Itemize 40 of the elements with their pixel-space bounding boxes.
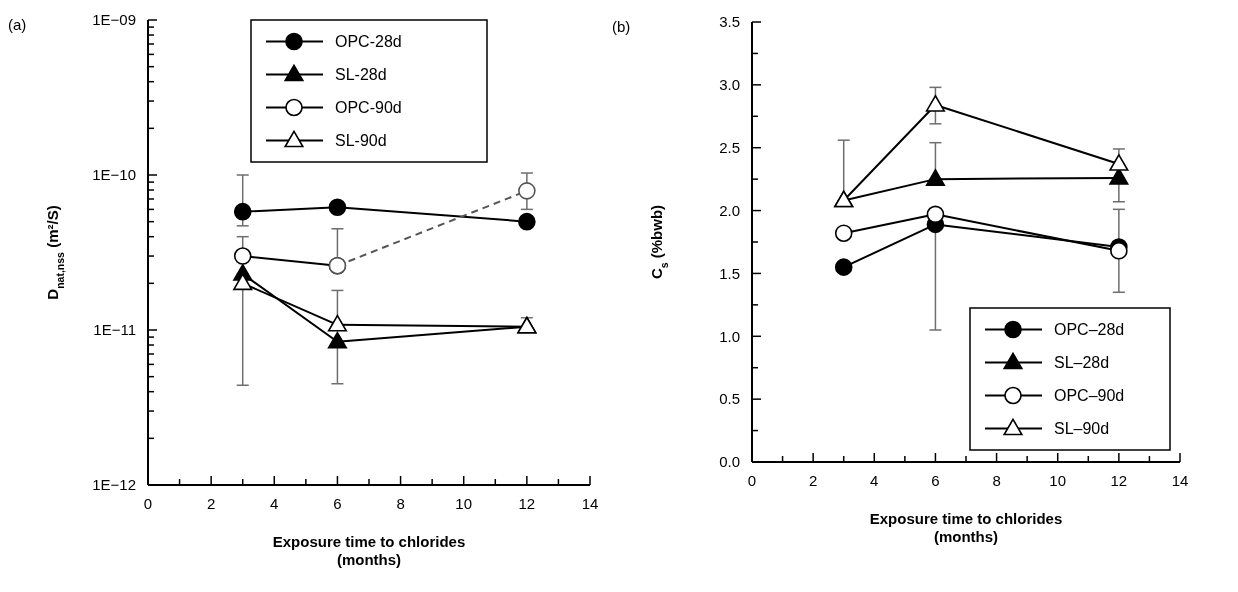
x-tick-label: 8 xyxy=(992,472,1001,489)
legend-label: OPC–28d xyxy=(1054,321,1125,339)
y-tick-label: 3.0 xyxy=(719,76,740,94)
text: (a) xyxy=(8,16,27,34)
legend-label: OPC–90d xyxy=(1054,387,1125,405)
y-tick-label: 1E−10 xyxy=(92,166,136,184)
x-tick-label: 8 xyxy=(396,495,405,512)
x-tick-label: 4 xyxy=(270,495,279,512)
x-tick-label: 0 xyxy=(143,495,153,512)
x-tick-label: 10 xyxy=(1049,472,1067,489)
x-tick-label: 14 xyxy=(1171,472,1189,489)
y-tick-label: 0.0 xyxy=(719,453,740,471)
x-tick-label: 6 xyxy=(333,495,342,512)
y-tick-label: 2.5 xyxy=(719,138,740,156)
y-tick-label: 1E−09 xyxy=(92,11,136,29)
legend-label: SL-90d xyxy=(335,132,387,150)
x-axis-title: Exposure time to chlorides (months) xyxy=(272,533,466,568)
y-tick-label: 1E−12 xyxy=(92,476,136,494)
x-tick-label: 4 xyxy=(870,472,879,489)
y-tick-label: 1E−11 xyxy=(93,321,136,339)
y-tick-label: 3.5 xyxy=(719,13,740,31)
x-tick-label: 14 xyxy=(581,495,599,512)
x-tick-label: 10 xyxy=(455,495,473,512)
x-axis-title: Exposure time to chlorides (months) xyxy=(869,510,1063,545)
y-tick-label: 0.5 xyxy=(719,390,740,408)
legend-label: SL–90d xyxy=(1054,420,1110,438)
x-tick-label: 0 xyxy=(747,472,757,489)
legend-label: SL-28d xyxy=(335,66,387,84)
legend-label: OPC-28d xyxy=(335,33,402,51)
legend-label: OPC-90d xyxy=(335,99,402,117)
y-tick-label: 2.0 xyxy=(719,201,740,219)
x-tick-label: 2 xyxy=(206,495,216,512)
x-tick-label: 12 xyxy=(1110,472,1128,489)
y-tick-label: 1.5 xyxy=(719,264,740,282)
text: (b) xyxy=(612,18,631,36)
y-tick-label: 1.0 xyxy=(719,327,740,345)
legend-label: SL–28d xyxy=(1054,354,1110,372)
x-tick-label: 12 xyxy=(518,495,536,512)
x-tick-label: 6 xyxy=(931,472,940,489)
x-tick-label: 2 xyxy=(808,472,818,489)
